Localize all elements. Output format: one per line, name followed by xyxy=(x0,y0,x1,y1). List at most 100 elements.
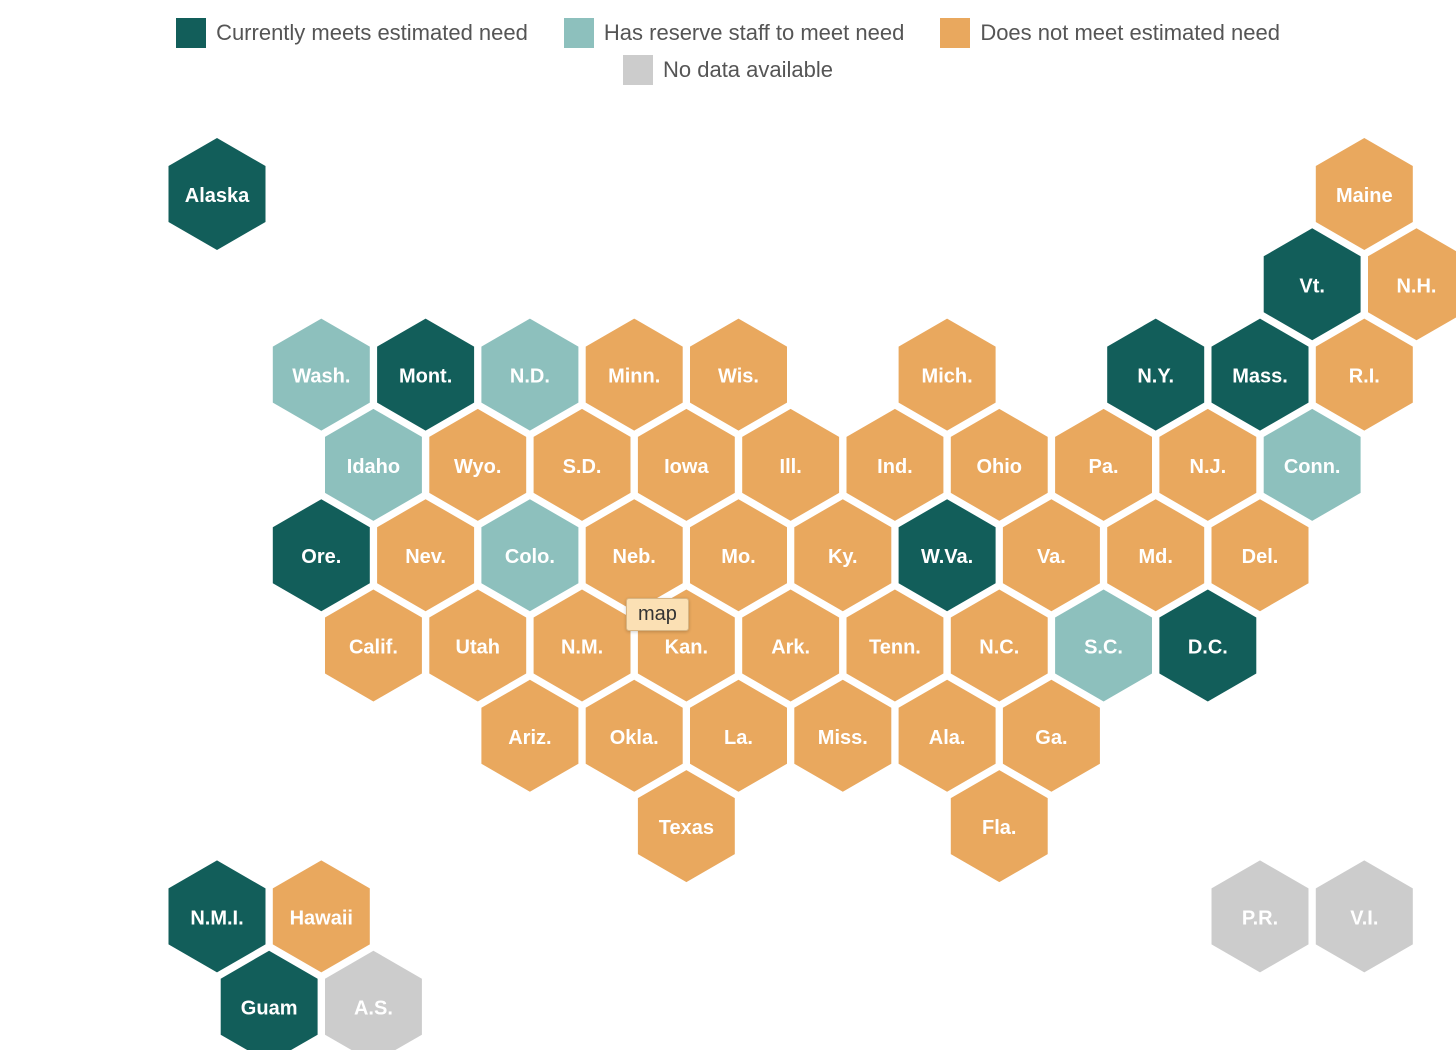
hex-tile-fla[interactable]: Fla. xyxy=(950,770,1048,883)
legend-swatch-not-meets xyxy=(940,18,971,48)
hex-label-p-r: P.R. xyxy=(1242,907,1278,929)
hex-tile-r-i[interactable]: R.I. xyxy=(1315,318,1413,431)
hex-label-r-i: R.I. xyxy=(1349,366,1380,388)
hex-tile-ind[interactable]: Ind. xyxy=(846,408,944,521)
hex-shape-n-y xyxy=(1107,318,1205,431)
hex-shape-ore xyxy=(272,499,370,612)
hex-shape-calif xyxy=(325,589,422,702)
hex-shape-n-m-i xyxy=(168,860,266,973)
hex-tile-mo[interactable]: Mo. xyxy=(690,499,787,612)
hex-tile-iowa[interactable]: Iowa xyxy=(637,408,735,521)
hex-label-n-y: N.Y. xyxy=(1137,366,1174,388)
hex-tile-v-i[interactable]: V.I. xyxy=(1315,860,1413,973)
hex-tile-pa[interactable]: Pa. xyxy=(1055,408,1152,521)
hex-tile-ill[interactable]: Ill. xyxy=(742,408,840,521)
hex-tile-miss[interactable]: Miss. xyxy=(794,679,892,792)
hex-tile-mich[interactable]: Mich. xyxy=(898,318,996,431)
hex-label-va: Va. xyxy=(1037,546,1066,568)
hex-tile-conn[interactable]: Conn. xyxy=(1263,408,1361,521)
hex-tile-texas[interactable]: Texas xyxy=(637,770,735,883)
hex-tile-neb[interactable]: Neb. xyxy=(585,499,683,612)
hex-label-ore: Ore. xyxy=(301,546,341,568)
legend-item-not-meets[interactable]: Does not meet estimated need xyxy=(940,18,1280,48)
hex-shape-ark xyxy=(742,589,840,702)
hex-tile-minn[interactable]: Minn. xyxy=(585,318,683,431)
hex-tile-colo[interactable]: Colo. xyxy=(481,499,579,612)
legend-swatch-reserve xyxy=(563,18,594,48)
legend-swatch-meets xyxy=(176,18,207,48)
hex-tile-n-j[interactable]: N.J. xyxy=(1159,408,1257,521)
hex-tile-okla[interactable]: Okla. xyxy=(585,679,683,792)
hex-tile-mass[interactable]: Mass. xyxy=(1211,318,1309,431)
hex-tile-ala[interactable]: Ala. xyxy=(898,679,996,792)
hex-tile-s-d[interactable]: S.D. xyxy=(533,408,631,521)
hex-shape-n-h xyxy=(1368,228,1456,341)
hex-label-colo: Colo. xyxy=(505,546,555,568)
hex-tile-tenn[interactable]: Tenn. xyxy=(846,589,944,702)
hex-label-n-j: N.J. xyxy=(1190,456,1227,478)
hex-label-n-c: N.C. xyxy=(979,637,1019,659)
hex-tile-maine[interactable]: Maine xyxy=(1315,138,1413,250)
hex-tile-hawaii[interactable]: Hawaii xyxy=(272,860,370,973)
hex-tile-ky[interactable]: Ky. xyxy=(794,499,892,612)
hex-shape-ky xyxy=(794,499,892,612)
hex-tile-del[interactable]: Del. xyxy=(1211,499,1309,612)
hex-tile-p-r[interactable]: P.R. xyxy=(1211,860,1309,973)
hex-shape-s-d xyxy=(533,408,631,521)
hex-tile-ariz[interactable]: Ariz. xyxy=(481,679,579,792)
hex-shape-ind xyxy=(846,408,944,521)
hex-tile-mont[interactable]: Mont. xyxy=(377,318,475,431)
hex-shape-mo xyxy=(690,499,787,612)
hex-tile-d-c[interactable]: D.C. xyxy=(1159,589,1257,702)
hex-label-okla: Okla. xyxy=(610,727,659,749)
hex-tile-md[interactable]: Md. xyxy=(1107,499,1205,612)
legend-item-reserve[interactable]: Has reserve staff to meet need xyxy=(563,18,904,48)
legend-item-no-data[interactable]: No data available xyxy=(622,55,833,85)
hex-tile-wyo[interactable]: Wyo. xyxy=(429,408,527,521)
hex-shape-wyo xyxy=(429,408,527,521)
hex-tile-calif[interactable]: Calif. xyxy=(325,589,422,702)
hex-tile-ore[interactable]: Ore. xyxy=(272,499,370,612)
hex-tile-wash[interactable]: Wash. xyxy=(272,318,370,431)
hex-tile-n-d[interactable]: N.D. xyxy=(481,318,579,431)
hex-label-idaho: Idaho xyxy=(347,456,400,478)
hex-label-v-i: V.I. xyxy=(1350,907,1378,929)
hex-label-nev: Nev. xyxy=(405,546,446,568)
hex-tile-ohio[interactable]: Ohio xyxy=(950,408,1048,521)
map-tooltip: map xyxy=(626,598,689,631)
hex-tile-ark[interactable]: Ark. xyxy=(742,589,840,702)
hex-shape-d-c xyxy=(1159,589,1257,702)
hex-tile-ga[interactable]: Ga. xyxy=(1002,679,1100,792)
hex-tile-va[interactable]: Va. xyxy=(1002,499,1100,612)
hex-tile-idaho[interactable]: Idaho xyxy=(325,408,422,521)
hex-label-neb: Neb. xyxy=(613,546,656,568)
hex-shape-r-i xyxy=(1315,318,1413,431)
hex-tile-n-m-i[interactable]: N.M.I. xyxy=(168,860,266,973)
hex-tile-utah[interactable]: Utah xyxy=(429,589,527,702)
hex-label-miss: Miss. xyxy=(818,727,868,749)
hex-tile-alaska[interactable]: Alaska xyxy=(168,138,266,250)
hex-tile-la[interactable]: La. xyxy=(690,679,787,792)
hex-label-la: La. xyxy=(724,727,753,749)
hex-tile-w-va[interactable]: W.Va. xyxy=(898,499,996,612)
hex-tile-n-y[interactable]: N.Y. xyxy=(1107,318,1205,431)
legend-label-no-data: No data available xyxy=(662,57,833,82)
hex-tile-n-m[interactable]: N.M. xyxy=(533,589,631,702)
hex-tile-vt[interactable]: Vt. xyxy=(1263,228,1361,341)
hex-label-s-c: S.C. xyxy=(1084,637,1123,659)
hex-shape-guam xyxy=(220,950,318,1050)
hex-shape-minn xyxy=(585,318,683,431)
hex-label-wash: Wash. xyxy=(292,366,350,388)
hex-tile-n-h[interactable]: N.H. xyxy=(1368,228,1456,341)
hex-tile-guam[interactable]: Guam xyxy=(220,950,318,1050)
legend-item-meets[interactable]: Currently meets estimated need xyxy=(176,18,528,48)
hex-tile-wis[interactable]: Wis. xyxy=(690,318,787,431)
hex-tile-nev[interactable]: Nev. xyxy=(377,499,475,612)
hex-shape-wis xyxy=(690,318,787,431)
hex-tile-s-c[interactable]: S.C. xyxy=(1055,589,1152,702)
hex-shape-utah xyxy=(429,589,527,702)
hex-label-texas: Texas xyxy=(659,817,714,839)
hex-tile-n-c[interactable]: N.C. xyxy=(950,589,1048,702)
hex-shape-p-r xyxy=(1211,860,1309,973)
hex-tile-a-s[interactable]: A.S. xyxy=(325,950,422,1050)
